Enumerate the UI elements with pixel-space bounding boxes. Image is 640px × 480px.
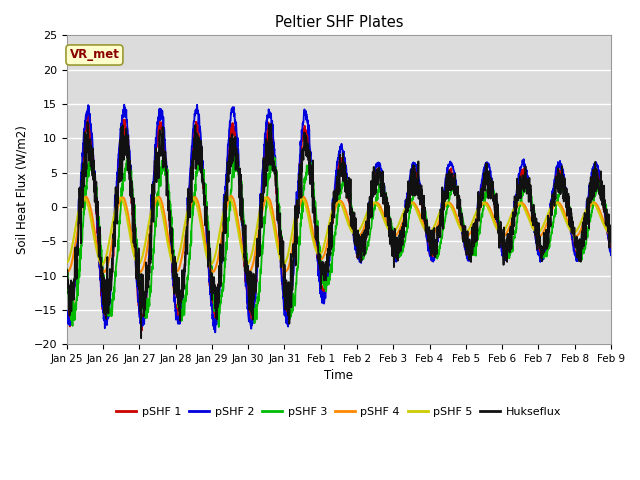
X-axis label: Time: Time — [324, 370, 353, 383]
Text: VR_met: VR_met — [70, 48, 120, 61]
Y-axis label: Soil Heat Flux (W/m2): Soil Heat Flux (W/m2) — [15, 125, 28, 254]
Legend: pSHF 1, pSHF 2, pSHF 3, pSHF 4, pSHF 5, Hukseflux: pSHF 1, pSHF 2, pSHF 3, pSHF 4, pSHF 5, … — [112, 402, 566, 421]
Title: Peltier SHF Plates: Peltier SHF Plates — [275, 15, 403, 30]
